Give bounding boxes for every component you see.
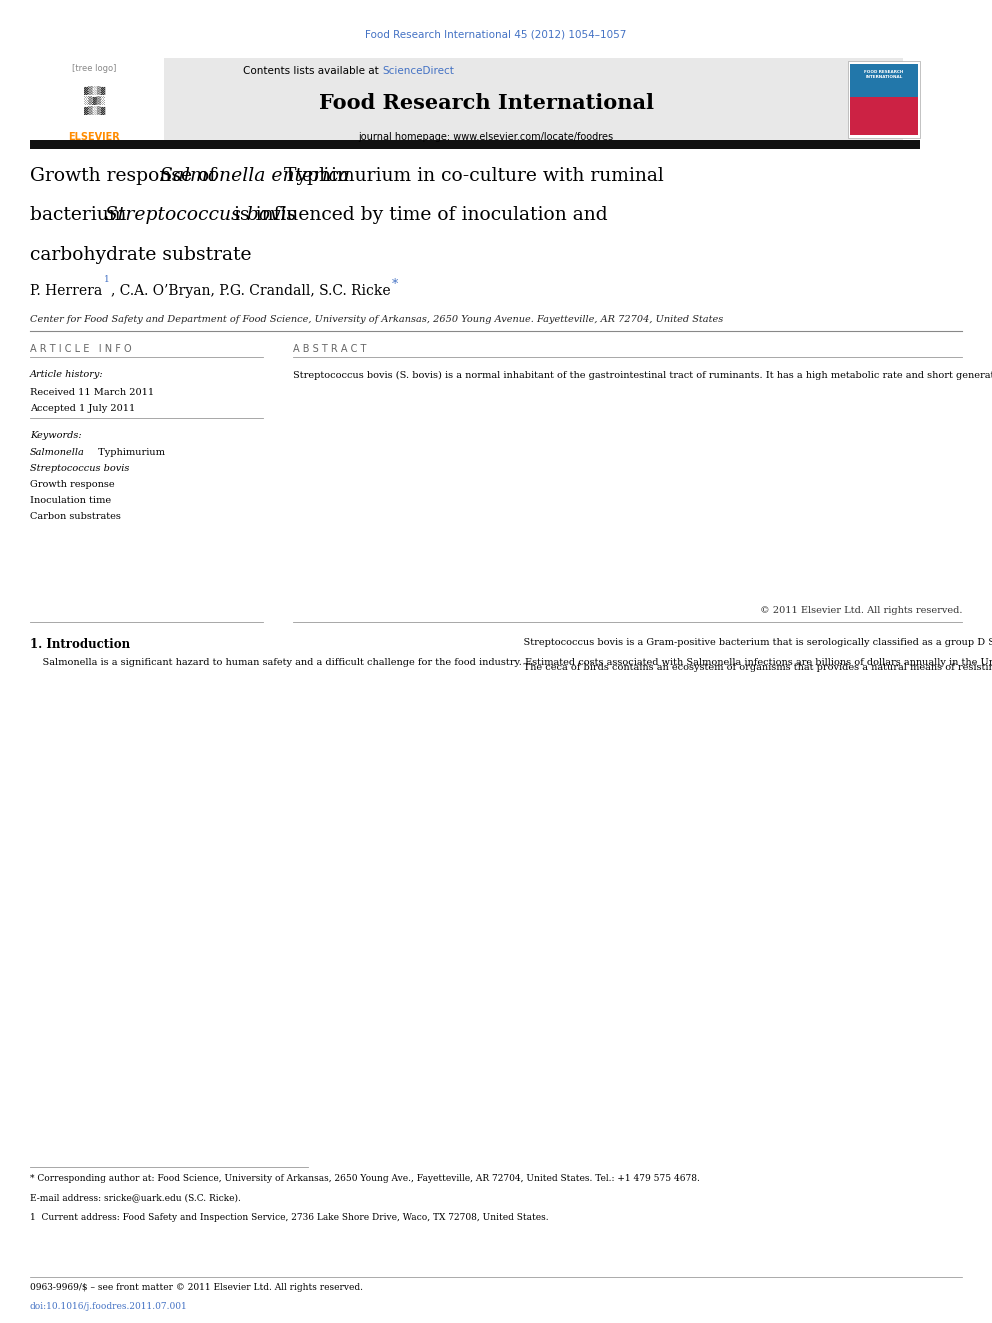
Text: P. Herrera: P. Herrera bbox=[30, 284, 102, 299]
Text: Keywords:: Keywords: bbox=[30, 431, 81, 441]
FancyBboxPatch shape bbox=[850, 64, 918, 97]
Text: ▓▒░▒▓
░▒▓▒░
▓▒░▒▓: ▓▒░▒▓ ░▒▓▒░ ▓▒░▒▓ bbox=[83, 86, 105, 115]
Text: Typhimurium: Typhimurium bbox=[95, 448, 166, 458]
Text: © 2011 Elsevier Ltd. All rights reserved.: © 2011 Elsevier Ltd. All rights reserved… bbox=[760, 606, 962, 615]
Text: doi:10.1016/j.foodres.2011.07.001: doi:10.1016/j.foodres.2011.07.001 bbox=[30, 1302, 187, 1311]
FancyBboxPatch shape bbox=[850, 97, 918, 135]
Text: 1. Introduction: 1. Introduction bbox=[30, 638, 130, 651]
Text: Streptococcus bovis: Streptococcus bovis bbox=[105, 206, 297, 225]
Text: is influenced by time of inoculation and: is influenced by time of inoculation and bbox=[228, 206, 608, 225]
Text: Article history:: Article history: bbox=[30, 370, 103, 380]
Text: Received 11 March 2011: Received 11 March 2011 bbox=[30, 388, 154, 397]
FancyBboxPatch shape bbox=[30, 58, 903, 142]
Text: A B S T R A C T: A B S T R A C T bbox=[293, 344, 366, 355]
Text: Inoculation time: Inoculation time bbox=[30, 496, 111, 505]
Text: bacterium: bacterium bbox=[30, 206, 132, 225]
FancyBboxPatch shape bbox=[30, 140, 920, 149]
Text: E-mail address: sricke@uark.edu (S.C. Ricke).: E-mail address: sricke@uark.edu (S.C. Ri… bbox=[30, 1193, 241, 1203]
Text: 1  Current address: Food Safety and Inspection Service, 2736 Lake Shore Drive, W: 1 Current address: Food Safety and Inspe… bbox=[30, 1213, 549, 1222]
Text: Streptococcus bovis (S. bovis) is a normal inhabitant of the gastrointestinal tr: Streptococcus bovis (S. bovis) is a norm… bbox=[293, 370, 992, 380]
Text: Growth response of: Growth response of bbox=[30, 167, 222, 185]
Text: Salmonella enterica: Salmonella enterica bbox=[160, 167, 349, 185]
Text: ScienceDirect: ScienceDirect bbox=[382, 66, 453, 77]
Text: A R T I C L E   I N F O: A R T I C L E I N F O bbox=[30, 344, 131, 355]
Text: Center for Food Safety and Department of Food Science, University of Arkansas, 2: Center for Food Safety and Department of… bbox=[30, 315, 723, 324]
Text: Food Research International: Food Research International bbox=[318, 93, 654, 112]
Text: Carbon substrates: Carbon substrates bbox=[30, 512, 121, 521]
Text: [tree logo]: [tree logo] bbox=[72, 64, 116, 73]
Text: Contents lists available at: Contents lists available at bbox=[243, 66, 382, 77]
Text: carbohydrate substrate: carbohydrate substrate bbox=[30, 246, 251, 265]
Text: Salmonella: Salmonella bbox=[30, 448, 84, 458]
Text: Streptococcus bovis: Streptococcus bovis bbox=[30, 464, 129, 474]
Text: * Corresponding author at: Food Science, University of Arkansas, 2650 Young Ave.: * Corresponding author at: Food Science,… bbox=[30, 1174, 699, 1183]
Text: FOOD RESEARCH
INTERNATIONAL: FOOD RESEARCH INTERNATIONAL bbox=[864, 70, 904, 79]
Text: Accepted 1 July 2011: Accepted 1 July 2011 bbox=[30, 404, 135, 413]
Text: Growth response: Growth response bbox=[30, 480, 114, 490]
Text: 1: 1 bbox=[104, 275, 110, 284]
Text: journal homepage: www.elsevier.com/locate/foodres: journal homepage: www.elsevier.com/locat… bbox=[358, 132, 614, 143]
Text: 0963-9969/$ – see front matter © 2011 Elsevier Ltd. All rights reserved.: 0963-9969/$ – see front matter © 2011 El… bbox=[30, 1283, 363, 1293]
Text: Typhimurium in co-culture with ruminal: Typhimurium in co-culture with ruminal bbox=[278, 167, 664, 185]
Text: ELSEVIER: ELSEVIER bbox=[68, 132, 120, 143]
Text: Food Research International 45 (2012) 1054–1057: Food Research International 45 (2012) 10… bbox=[365, 29, 627, 40]
Text: , C.A. O’Bryan, P.G. Crandall, S.C. Ricke: , C.A. O’Bryan, P.G. Crandall, S.C. Rick… bbox=[111, 284, 395, 299]
Text: Salmonella is a significant hazard to human safety and a difficult challenge for: Salmonella is a significant hazard to hu… bbox=[30, 658, 992, 667]
Text: *: * bbox=[392, 278, 398, 291]
Text: Streptococcus bovis is a Gram-positive bacterium that is serologically classifie: Streptococcus bovis is a Gram-positive b… bbox=[511, 638, 992, 672]
FancyBboxPatch shape bbox=[30, 58, 164, 142]
FancyBboxPatch shape bbox=[848, 61, 920, 138]
